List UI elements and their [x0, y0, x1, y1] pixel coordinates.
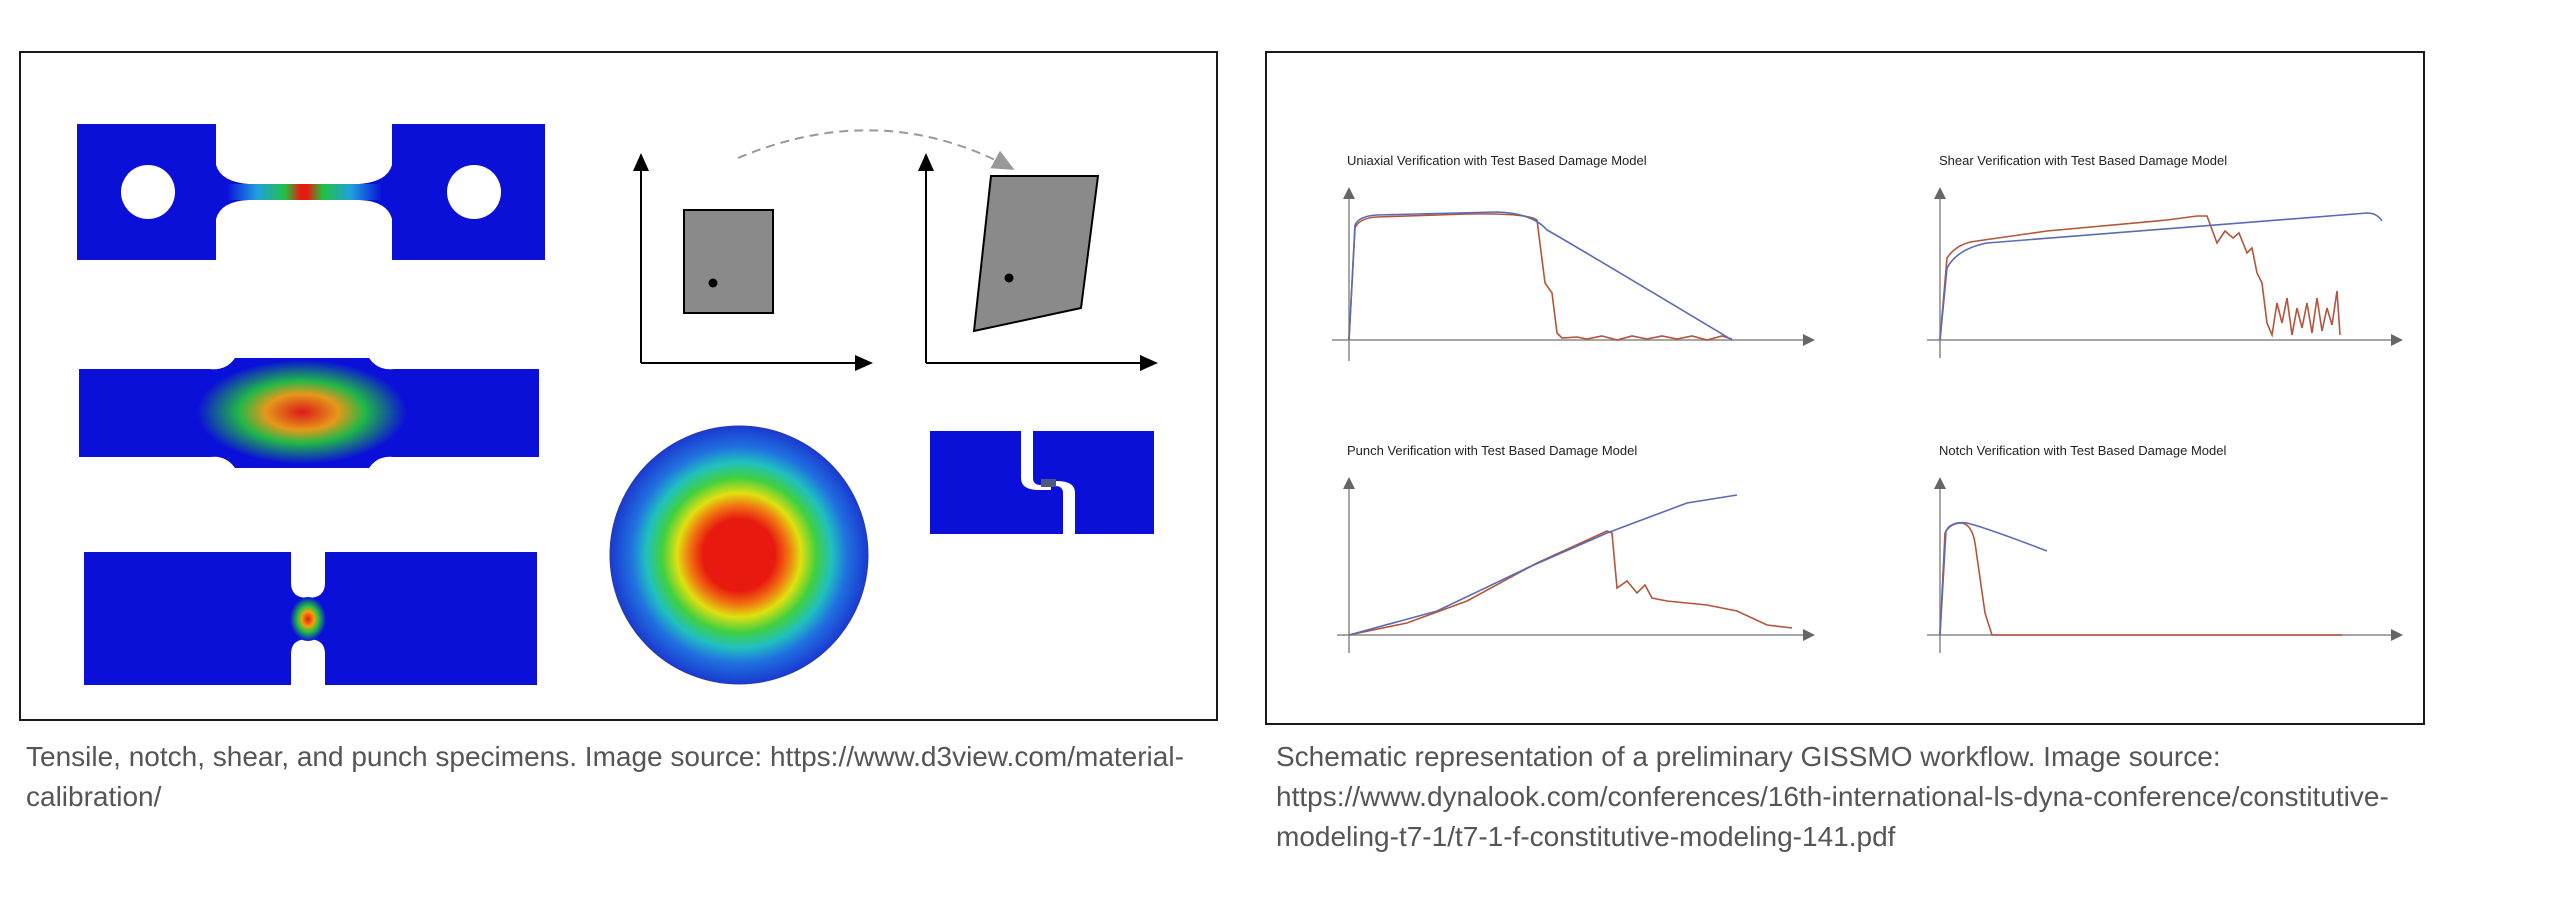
specimens-figure: [19, 51, 1218, 721]
sim-curve: [1939, 212, 2383, 341]
tensile-specimen-holes: [77, 124, 545, 260]
shear-specimen: [930, 431, 1154, 534]
test-curve: [1939, 522, 2342, 636]
sim-curve: [1939, 521, 2048, 636]
punch-plot: Punch Verification with Test Based Damag…: [1337, 443, 1815, 653]
sim-curve: [1348, 494, 1738, 636]
test-curve: [1348, 213, 1733, 341]
plot-title: Uniaxial Verification with Test Based Da…: [1347, 153, 1647, 168]
notch-plot: Notch Verification with Test Based Damag…: [1927, 443, 2403, 653]
test-curve: [1348, 530, 1793, 636]
gissmo-workflow-figure: Uniaxial Verification with Test Based Da…: [1265, 51, 2425, 725]
shear-schematic: [633, 129, 1158, 371]
plot-title: Punch Verification with Test Based Damag…: [1347, 443, 1637, 458]
verification-plots: Uniaxial Verification with Test Based Da…: [1332, 153, 2403, 653]
plot-title: Notch Verification with Test Based Damag…: [1939, 443, 2226, 458]
plot-title: Shear Verification with Test Based Damag…: [1939, 153, 2227, 168]
punch-specimen: [609, 425, 869, 685]
gissmo-caption: Schematic representation of a preliminar…: [1276, 741, 2389, 852]
shear-plot: Shear Verification with Test Based Damag…: [1927, 153, 2403, 358]
specimens-caption: Tensile, notch, shear, and punch specime…: [26, 741, 1184, 812]
sim-curve: [1348, 211, 1733, 341]
notch-specimen: [84, 552, 537, 685]
tensile-specimen-notch: [79, 358, 539, 468]
uniaxial-plot: Uniaxial Verification with Test Based Da…: [1332, 153, 1815, 361]
specimens-illustration: [77, 124, 1158, 685]
test-curve: [1939, 215, 2341, 341]
